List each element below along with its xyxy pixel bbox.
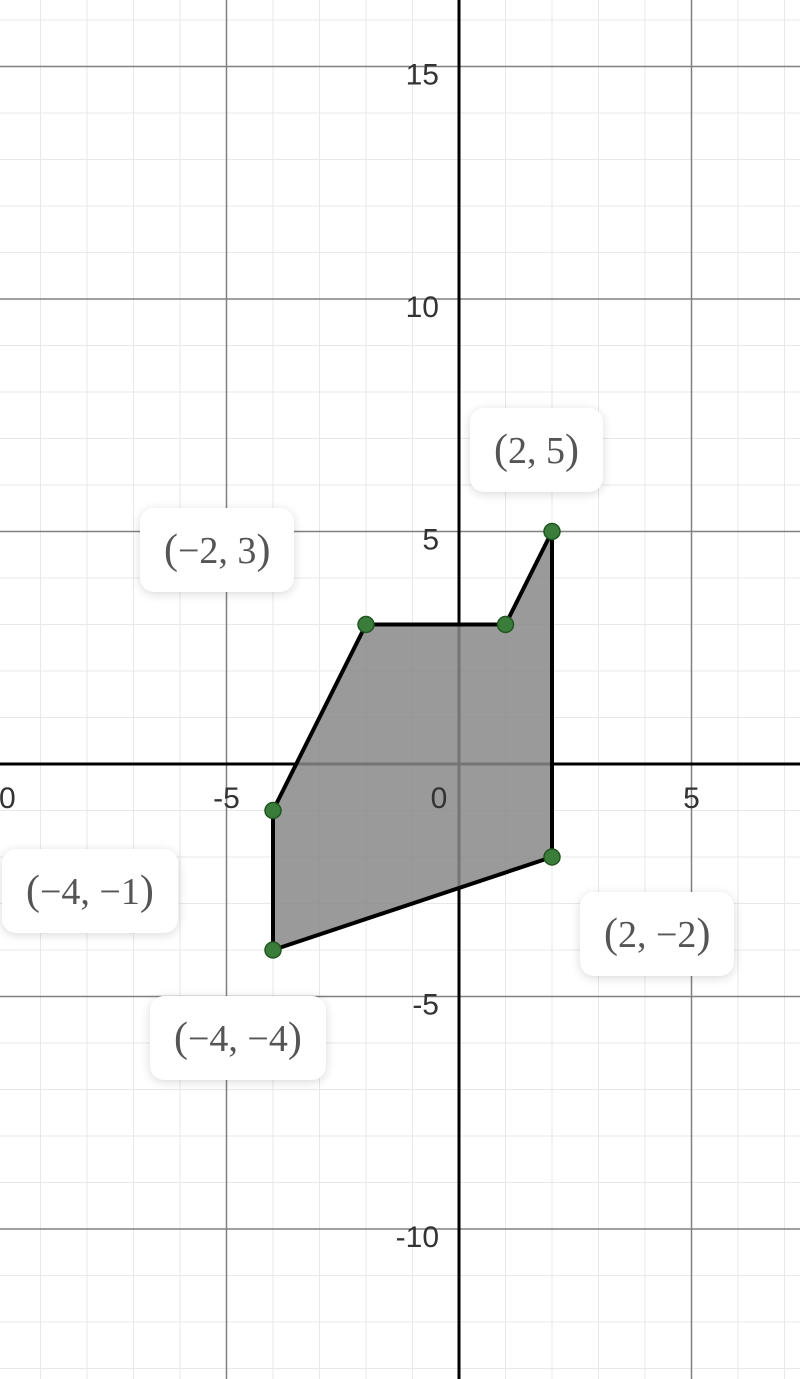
coord-label: (−4, −1) (2, 849, 178, 933)
axis-tick-label: -10 (0, 782, 16, 815)
axis-tick-label: 5 (683, 782, 700, 815)
coord-label: (2, −2) (580, 892, 734, 976)
vertex-point (265, 803, 281, 819)
vertex-point (544, 849, 560, 865)
axis-tick-label: 5 (422, 523, 439, 556)
axis-tick-label: 10 (406, 291, 439, 324)
coord-label: (−2, 3) (140, 508, 294, 592)
axis-tick-label: -5 (412, 988, 439, 1021)
axis-tick-label: 15 (406, 58, 439, 91)
axis-tick-label: -10 (396, 1221, 439, 1254)
vertex-point (544, 524, 560, 540)
vertex-point (498, 617, 514, 633)
coord-label: (−4, −4) (150, 996, 326, 1080)
coordinate-plane: 0 -10 -5 5 15 10 5 -5 -10 (0, 0, 800, 1379)
vertex-point (358, 617, 374, 633)
axis-tick-label: 0 (431, 782, 448, 815)
coord-label: (2, 5) (470, 408, 603, 492)
vertex-point (265, 942, 281, 958)
axis-tick-label: -5 (213, 782, 240, 815)
